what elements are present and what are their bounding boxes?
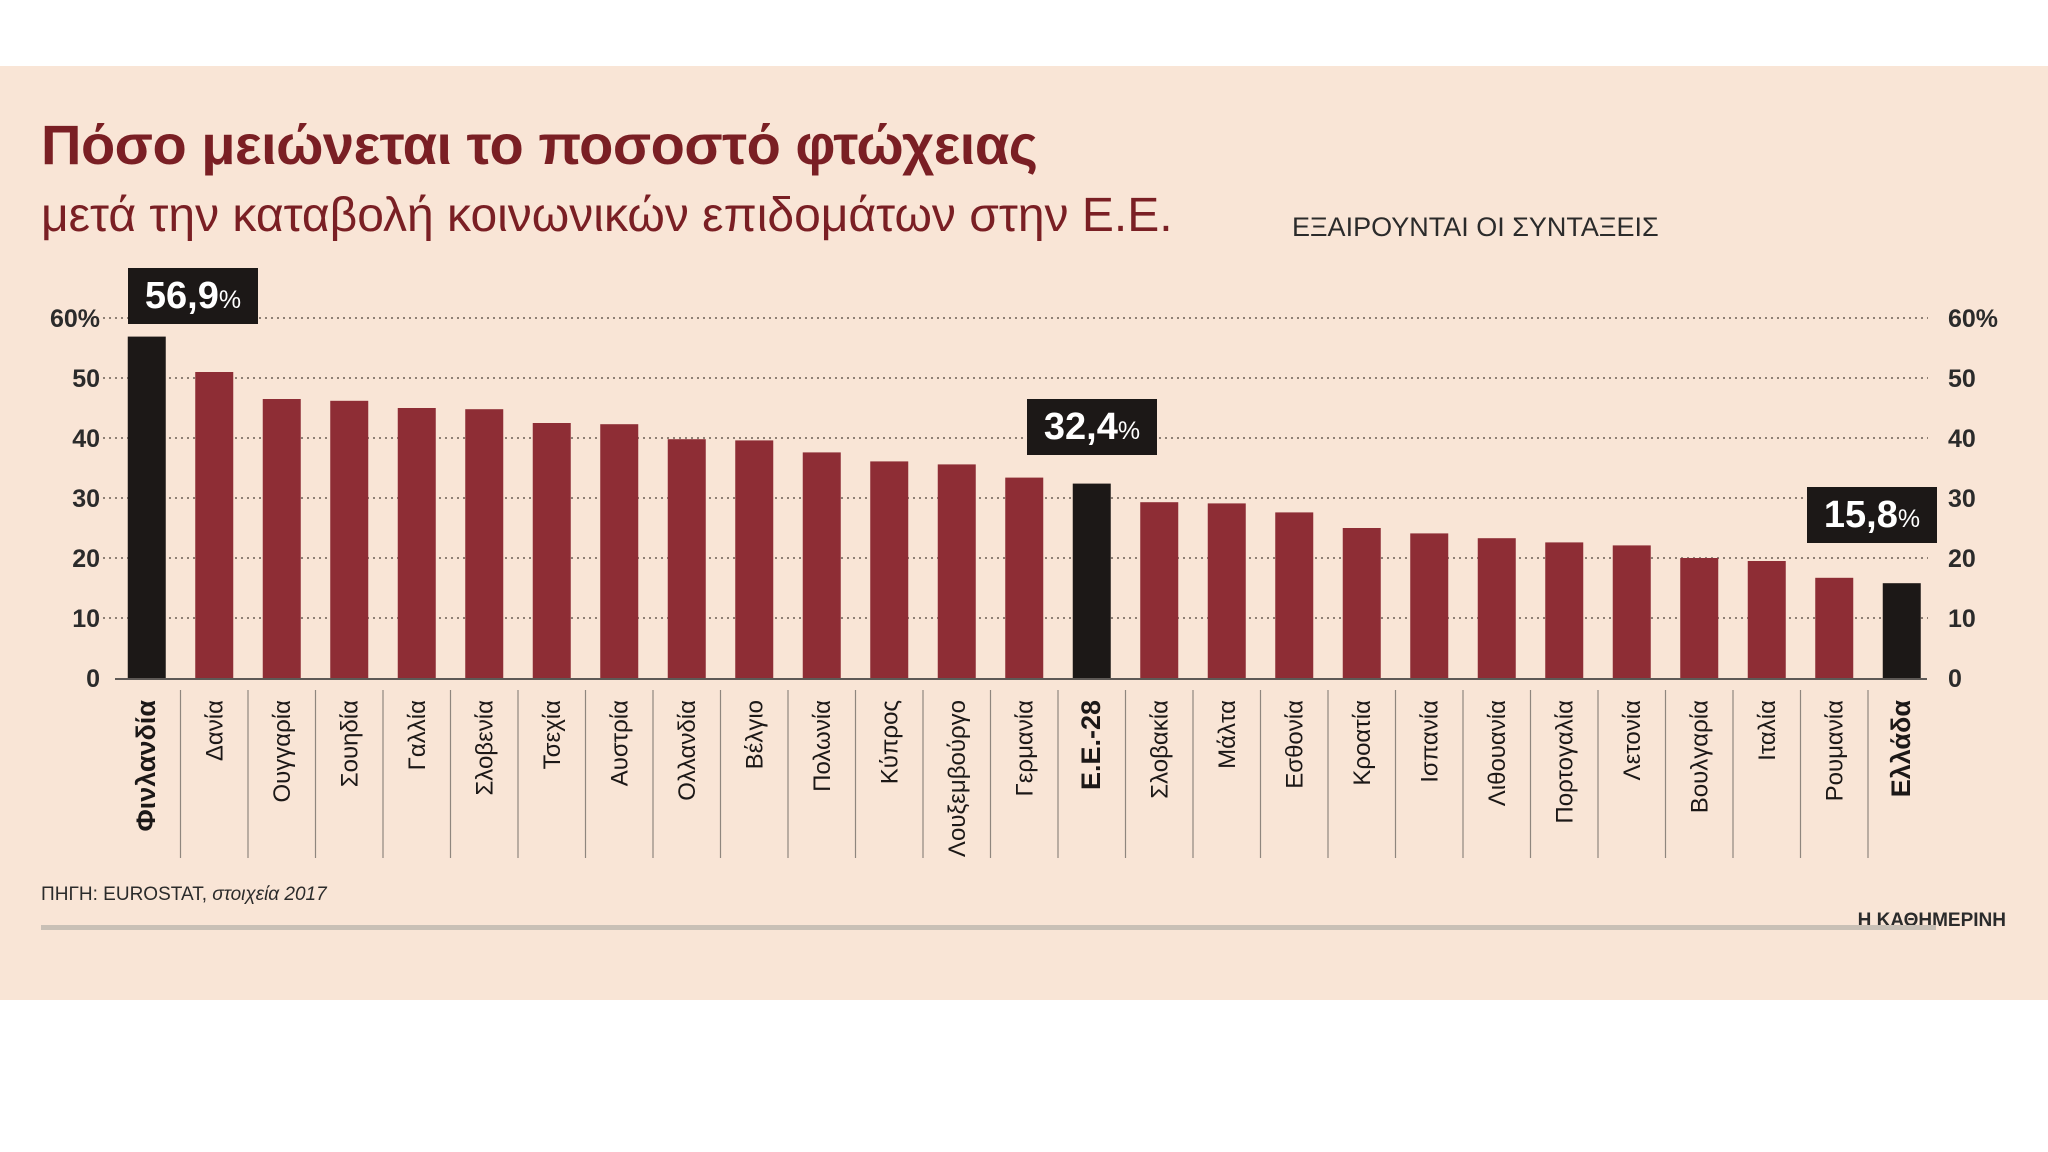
bar (127, 336, 166, 678)
data-label: 32,4% (1027, 399, 1157, 455)
data-label-unit: % (1118, 417, 1140, 445)
data-label: 15,8% (1807, 487, 1937, 543)
bar (1882, 583, 1921, 678)
y-tick-label-left: 40 (72, 425, 100, 453)
source-prefix: ΠΗΓΗ: EUROSTAT, (41, 884, 213, 905)
category-label: Κροατία (1349, 700, 1376, 786)
bar (1612, 545, 1651, 678)
bar (262, 399, 301, 678)
data-label-text: 32,4% (1044, 406, 1140, 448)
data-label-value: 32,4 (1044, 406, 1118, 448)
bar (1410, 533, 1449, 678)
y-tick-label-left: 0 (86, 665, 100, 693)
chart-subtitle: μετά την καταβολή κοινωνικών επιδομάτων … (41, 189, 1173, 242)
category-label: Λιθουανία (1484, 700, 1511, 806)
y-tick-label-right: 40 (1948, 425, 1976, 453)
data-label-box (1807, 487, 1937, 543)
y-tick-label-left: 30 (72, 485, 100, 513)
y-tick-label-left: 10 (72, 605, 100, 633)
bar (1005, 477, 1044, 678)
chart-note: ΕΞΑΙΡΟΥΝΤΑΙ ΟΙ ΣΥΝΤΑΞΕΙΣ (1292, 212, 1659, 242)
category-labels: Φινλανδία Δανία Ουγγαρία Σουηδία Γαλλία Σλοβε… (131, 700, 1916, 857)
data-label-box (1027, 399, 1157, 455)
y-tick-label-right: 10 (1948, 605, 1976, 633)
data-labels: 56,9%32,4%15,8% (128, 268, 1937, 543)
data-label-value: 56,9 (145, 275, 219, 317)
category-label: Ε.Ε.-28 (1076, 700, 1106, 790)
category-label: Βουλγαρία (1686, 700, 1713, 813)
data-label-value: 15,8 (1824, 494, 1898, 536)
bar (330, 400, 369, 678)
category-separators (179, 690, 1869, 858)
bar (532, 423, 571, 678)
y-ticks: 0 0 10 10 20 20 30 30 40 40 50 50 60% 60% (50, 305, 1998, 693)
category-label: Ρουμανία (1821, 700, 1848, 802)
category-label: Ισπανία (1416, 700, 1443, 783)
data-label-text: 56,9% (145, 275, 241, 317)
y-tick-label-left: 20 (72, 545, 100, 573)
bar (1275, 512, 1314, 678)
y-tick-label-right: 60% (1948, 305, 1998, 333)
category-label: Πολωνία (809, 700, 836, 792)
category-label: Ιταλία (1754, 700, 1781, 761)
bar (1680, 558, 1719, 678)
data-label-text: 15,8% (1824, 494, 1920, 536)
category-label: Φινλανδία (131, 700, 161, 832)
category-label: Βέλγιο (741, 700, 768, 769)
bar (1342, 528, 1381, 678)
bar (802, 452, 841, 678)
category-label: Γερμανία (1011, 700, 1038, 797)
category-label: Λουξεμβούργο (944, 700, 971, 857)
bar (1747, 561, 1786, 678)
y-tick-label-left: 50 (72, 365, 100, 393)
bars (127, 336, 1921, 678)
category-label: Σλοβακία (1146, 700, 1173, 799)
category-label: Κύπρος (876, 700, 903, 784)
category-label: Μάλτα (1214, 700, 1241, 769)
bar (195, 372, 234, 678)
bar (1545, 542, 1584, 678)
y-tick-label-right: 50 (1948, 365, 1976, 393)
category-label: Ολλανδία (674, 700, 701, 801)
category-label: Ελλάδα (1886, 700, 1916, 798)
bar (600, 424, 639, 678)
footer-rule (41, 925, 1936, 930)
data-label-unit: % (219, 286, 241, 314)
category-label: Ουγγαρία (269, 700, 296, 803)
data-label-box (128, 268, 258, 324)
bar (1207, 503, 1246, 678)
y-tick-label-right: 30 (1948, 485, 1976, 513)
bar (937, 464, 976, 678)
source-detail: στοιχεία 2017 (212, 884, 327, 905)
y-tick-label-right: 0 (1948, 665, 1962, 693)
category-label: Δανία (201, 700, 228, 761)
category-label: Σουηδία (336, 700, 363, 787)
bar (667, 439, 706, 678)
bar (1477, 538, 1516, 678)
bar (870, 461, 909, 678)
category-label: Λετονία (1619, 700, 1646, 781)
category-label: Αυστρία (606, 700, 633, 786)
category-label: Σλοβενία (471, 700, 498, 796)
y-tick-label-right: 20 (1948, 545, 1976, 573)
category-label: Γαλλία (404, 700, 431, 770)
category-label: Εσθονία (1281, 700, 1308, 789)
category-label: Τσεχία (539, 700, 566, 769)
bar (1140, 502, 1179, 678)
y-tick-label-left: 60% (50, 305, 100, 333)
chart-title: Πόσο μειώνεται το ποσοστό φτώχειας (41, 113, 1038, 176)
bar (465, 409, 504, 678)
bar (1072, 483, 1111, 678)
data-label-unit: % (1898, 505, 1920, 533)
bar (1815, 577, 1854, 678)
category-label: Πορτογαλία (1551, 700, 1578, 824)
bar (735, 440, 774, 678)
bar (397, 408, 436, 678)
source-note: ΠΗΓΗ: EUROSTAT, στοιχεία 2017 (41, 884, 327, 906)
data-label: 56,9% (128, 268, 258, 324)
